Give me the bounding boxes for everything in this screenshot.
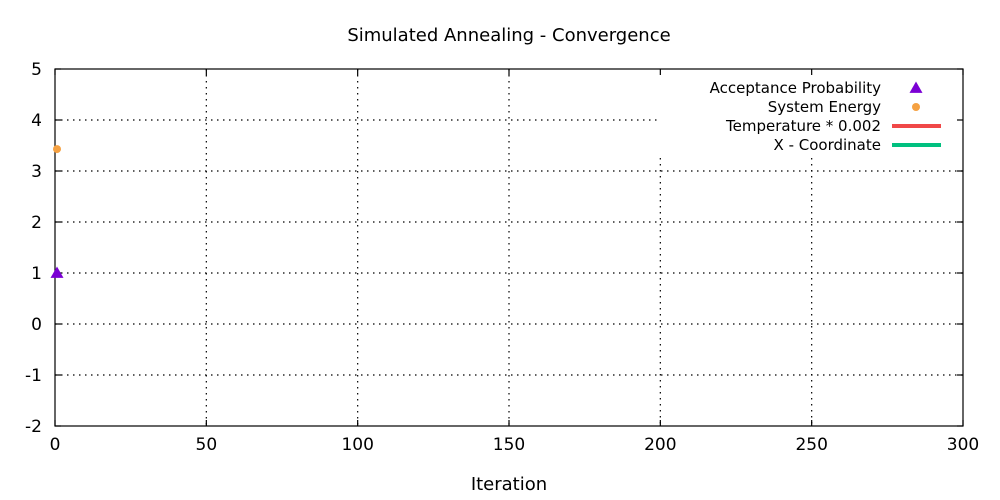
x-tick-label: 200 bbox=[644, 435, 676, 455]
x-tick-label: 0 bbox=[50, 435, 61, 455]
y-tick-label: 4 bbox=[31, 111, 42, 131]
legend-label: System Energy bbox=[768, 98, 881, 116]
y-tick-label: -1 bbox=[25, 366, 42, 386]
axes bbox=[54, 68, 964, 427]
x-tick-label: 100 bbox=[341, 435, 373, 455]
legend-marker-circle bbox=[912, 103, 920, 111]
y-tick-label: 1 bbox=[31, 264, 42, 284]
grid-lines bbox=[55, 69, 963, 426]
legend-marker-triangle bbox=[909, 81, 923, 93]
y-tick-label: 5 bbox=[31, 60, 42, 80]
y-tick-label: 3 bbox=[31, 162, 42, 182]
x-tick-label: 150 bbox=[493, 435, 525, 455]
data-point-acceptance-probability bbox=[50, 266, 64, 278]
chart-title: Simulated Annealing - Convergence bbox=[347, 25, 670, 46]
y-tick-label: 2 bbox=[31, 213, 42, 233]
legend-label: Acceptance Probability bbox=[710, 79, 881, 97]
y-tick-label: -2 bbox=[25, 417, 42, 437]
data-series bbox=[50, 145, 64, 278]
x-tick-label: 50 bbox=[196, 435, 218, 455]
legend-label: X - Coordinate bbox=[774, 136, 881, 154]
x-axis-label: Iteration bbox=[471, 474, 547, 495]
x-tick-label: 300 bbox=[947, 435, 979, 455]
y-tick-label: 0 bbox=[31, 315, 42, 335]
tick-labels: 0 50 100 150 200 250 300 -2 -1 0 1 2 3 4 5 bbox=[25, 60, 979, 455]
data-point-system-energy bbox=[53, 145, 61, 154]
x-tick-label: 250 bbox=[795, 435, 827, 455]
legend-label: Temperature * 0.002 bbox=[725, 117, 881, 135]
